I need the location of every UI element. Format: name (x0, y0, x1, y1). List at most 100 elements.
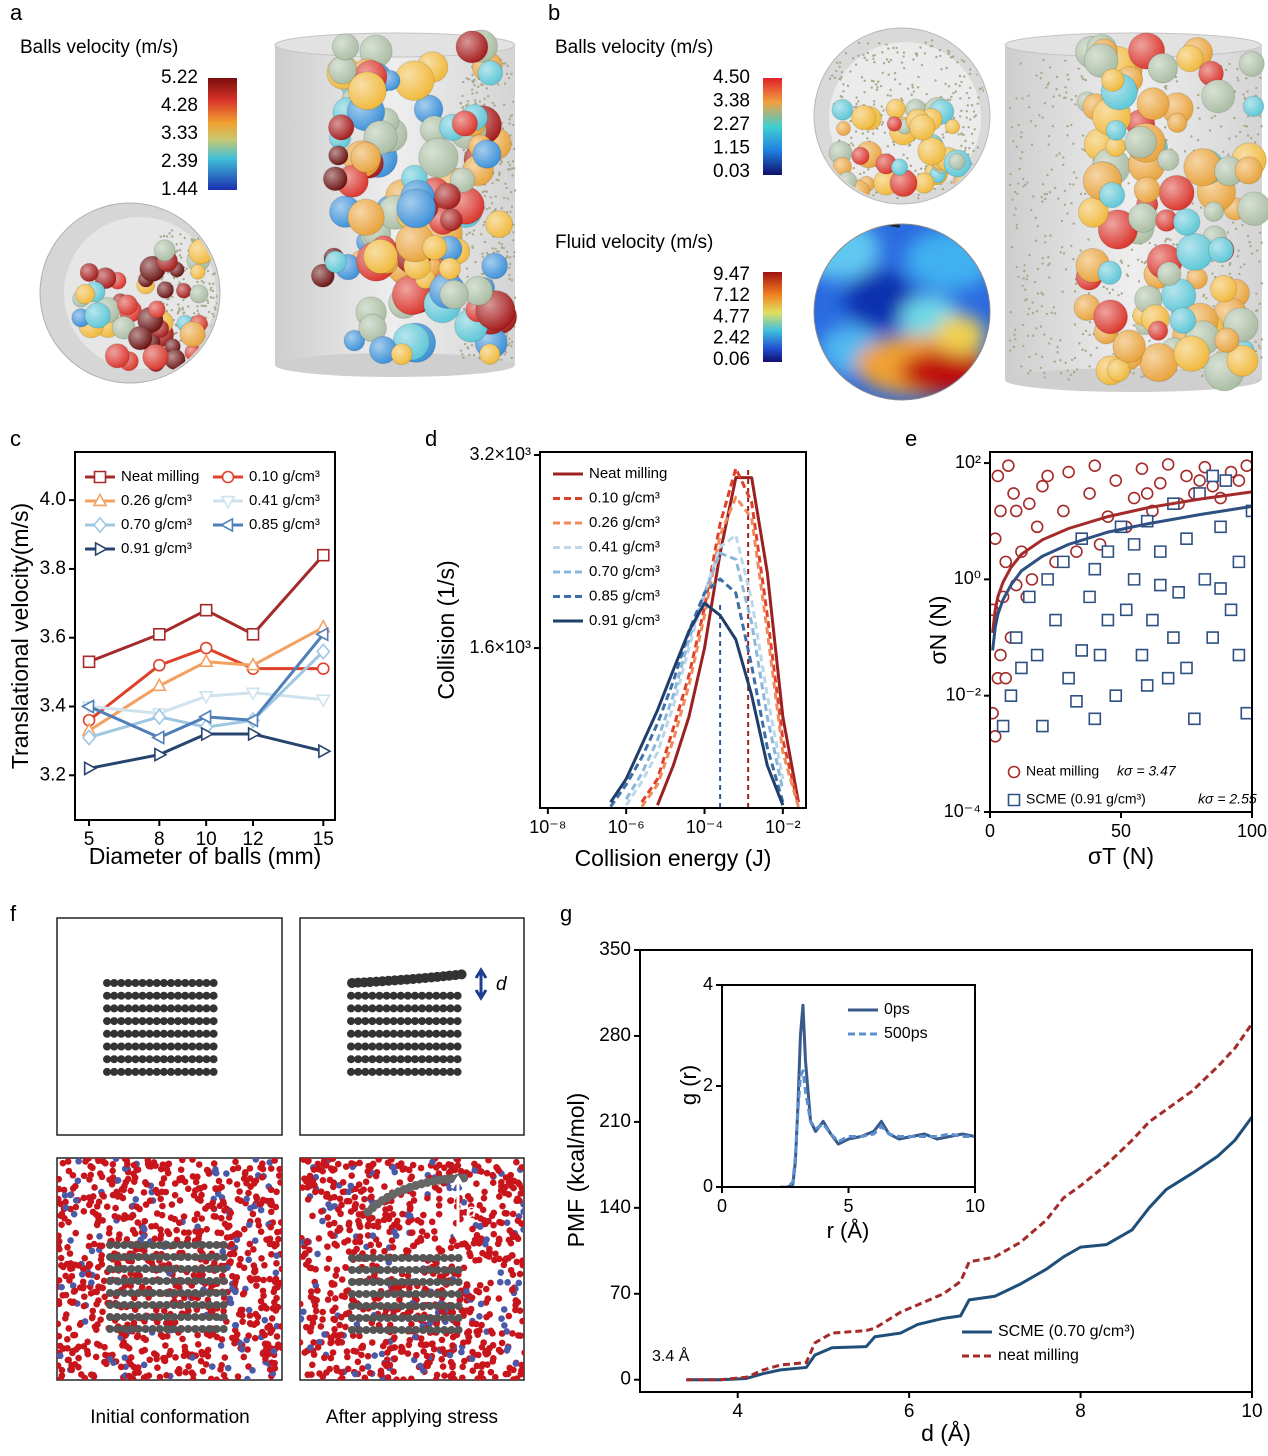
solvent (253, 1282, 260, 1289)
cylinder-bottom (275, 353, 515, 377)
x-tick-label: 100 (1237, 821, 1267, 841)
grain (1048, 276, 1051, 279)
marker (1075, 644, 1088, 657)
solvent (237, 1197, 244, 1204)
solvent (245, 1221, 253, 1229)
ball (328, 145, 349, 166)
grain (963, 48, 966, 51)
grain (973, 58, 976, 61)
grain (508, 273, 511, 277)
legend-label: 0.10 g/cm³ (249, 468, 320, 485)
solvent (498, 1339, 506, 1347)
grain (906, 87, 910, 90)
solvent (130, 1363, 137, 1371)
solvent (232, 1336, 240, 1343)
solvent (90, 1240, 98, 1248)
solvent (132, 1196, 140, 1203)
marker (245, 656, 261, 671)
grain (960, 133, 963, 136)
grain (917, 75, 920, 79)
ball (479, 343, 501, 365)
grain (945, 130, 948, 134)
solvent (321, 1331, 328, 1338)
ball (328, 114, 355, 141)
grain (1108, 291, 1111, 295)
solvent (334, 1339, 342, 1347)
grain (513, 147, 516, 151)
grain (944, 82, 947, 86)
series-line (780, 1069, 975, 1187)
grain (1034, 124, 1037, 128)
grain (1050, 311, 1053, 314)
solvent (100, 1158, 107, 1165)
solvent (72, 1197, 80, 1204)
marker (1127, 538, 1141, 551)
grain (982, 89, 985, 92)
solvent (59, 1263, 67, 1271)
grain (175, 331, 178, 334)
grain (500, 243, 504, 246)
grain (505, 72, 509, 76)
x-axis-label: σT (N) (1088, 843, 1154, 869)
grain (1064, 85, 1067, 89)
solvent (80, 1194, 88, 1202)
solvent (314, 1250, 321, 1258)
solvent (87, 1171, 95, 1179)
marker (1193, 474, 1206, 487)
grain (1226, 231, 1230, 234)
solvent (266, 1159, 274, 1166)
solvent (109, 1174, 117, 1181)
grain (202, 304, 206, 308)
solvent (411, 1333, 419, 1341)
grain (882, 109, 885, 112)
grain (1260, 282, 1264, 285)
grain (1249, 137, 1253, 140)
solvent (85, 1271, 92, 1278)
solvent (476, 1312, 483, 1320)
grain (950, 95, 953, 99)
solvent (479, 1206, 487, 1214)
legend-label: 0.41 g/cm³ (589, 538, 660, 555)
solvent (307, 1344, 314, 1351)
grain (954, 82, 958, 86)
grain (975, 50, 979, 54)
grain (176, 312, 180, 315)
solvent (520, 1226, 524, 1233)
grain (486, 95, 490, 98)
grain (1183, 150, 1187, 153)
grain (866, 51, 870, 55)
solvent (422, 1341, 430, 1349)
colorbar-title: Balls velocity (m/s) (555, 37, 713, 58)
solvent (479, 1375, 487, 1380)
grain (1036, 224, 1039, 228)
grain (895, 46, 898, 50)
y-tick-label: 4 (703, 974, 713, 994)
x-tick-label: 6 (904, 1401, 915, 1422)
solvent (396, 1179, 404, 1186)
solvent (342, 1163, 350, 1170)
grain (485, 251, 489, 255)
solvent (115, 1214, 122, 1221)
marker (151, 730, 165, 745)
grain (190, 237, 194, 241)
grain (181, 306, 184, 310)
solvent (90, 1373, 98, 1380)
solvent (358, 1351, 365, 1359)
grain (852, 166, 856, 170)
marker (219, 517, 234, 533)
grain (976, 41, 980, 44)
grain (978, 176, 981, 179)
solvent (268, 1359, 276, 1366)
solvent (227, 1233, 235, 1241)
solvent (306, 1246, 313, 1254)
solvent (424, 1194, 431, 1202)
solvent (260, 1292, 267, 1299)
ball (127, 325, 153, 351)
marker (1025, 573, 1039, 586)
x-tick-label: 50 (1111, 821, 1131, 841)
axes-frame (74, 451, 336, 821)
grain (983, 177, 986, 180)
grain (1136, 258, 1140, 261)
grain (1066, 73, 1069, 76)
grain (1140, 375, 1143, 378)
